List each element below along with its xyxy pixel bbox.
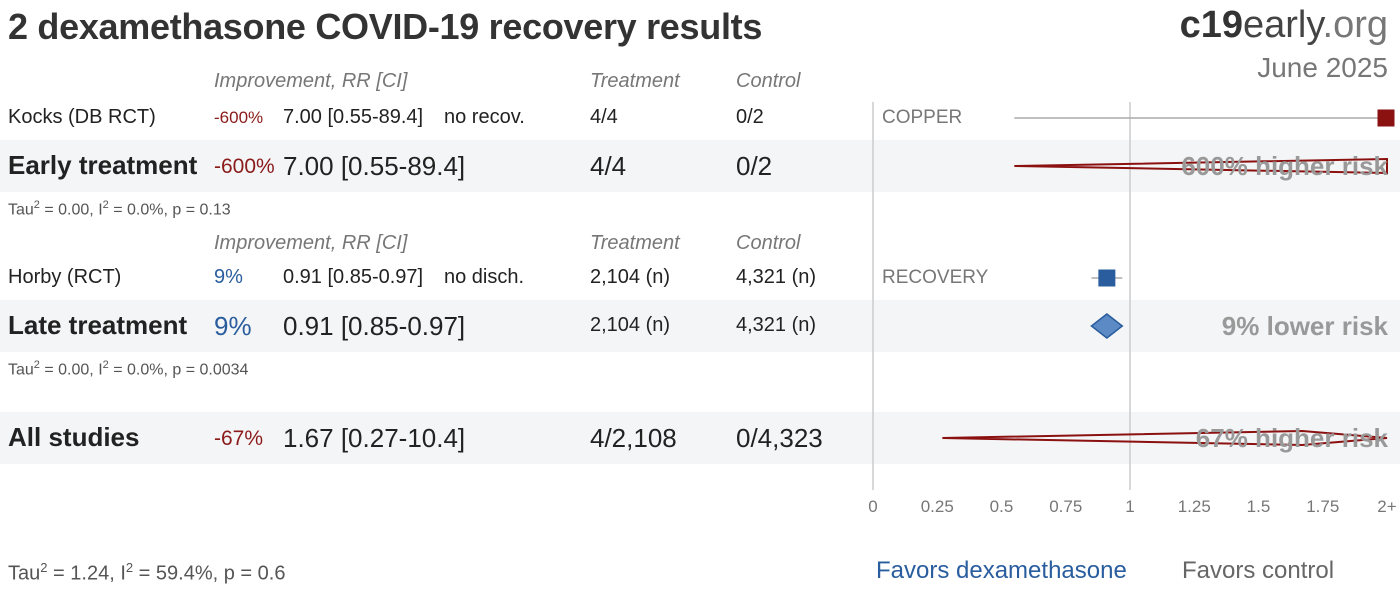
x-tick-label: 0.75 (1049, 497, 1082, 516)
study-rr-horby: 0.91 [0.85-0.97] (283, 266, 424, 288)
header-improvement-late: Improvement, RR [CI] (214, 232, 408, 254)
study-improvement-horby: 9% (214, 266, 243, 288)
late-summary-treatment: 2,104 (n) (590, 314, 671, 336)
early-stats: Tau2 = 0.00, I2 = 0.0%, p = 0.13 (8, 199, 231, 219)
summary-diamond (942, 429, 1388, 447)
x-tick-label: 0.25 (921, 497, 954, 516)
early-summary-improvement: -600% (214, 155, 275, 178)
summary-diamond (1090, 313, 1124, 339)
early-summary-control: 0/2 (736, 151, 773, 181)
all-summary-treatment: 4/2,108 (590, 423, 677, 453)
trial-label-copper: COPPER (882, 107, 963, 128)
all-summary-rr: 1.67 [0.27-10.4] (283, 423, 466, 453)
late-summary-improvement: 9% (214, 311, 252, 341)
late-summary-control: 4,321 (n) (736, 314, 817, 336)
early-risk-label: 600% higher risk (1181, 151, 1388, 181)
study-point (1377, 109, 1395, 127)
early-summary-label: Early treatment (8, 150, 198, 180)
x-tick-label: 2+ (1377, 497, 1396, 516)
summary-diamond (1014, 157, 1388, 175)
early-summary-band (0, 140, 1400, 192)
study-treatment-horby: 2,104 (n) (590, 266, 671, 288)
study-rr-kocks: 7.00 [0.55-89.4] (283, 106, 424, 128)
all-risk-label: 67% higher risk (1195, 423, 1388, 453)
study-treatment-kocks: 4/4 (590, 106, 618, 128)
study-point (1098, 269, 1116, 287)
all-summary-label: All studies (8, 422, 140, 452)
header-improvement: Improvement, RR [CI] (214, 70, 408, 92)
study-outcome-kocks: no recov. (444, 106, 525, 128)
x-tick-label: 0.5 (990, 497, 1014, 516)
study-name-kocks: Kocks (DB RCT) (8, 106, 156, 128)
late-risk-label: 9% lower risk (1221, 311, 1388, 341)
late-summary-band (0, 300, 1400, 352)
x-tick-label: 0 (868, 497, 877, 516)
favors-left-label: Favors dexamethasone (876, 557, 1127, 584)
study-control-horby: 4,321 (n) (736, 266, 817, 288)
x-tick-label: 1.5 (1247, 497, 1271, 516)
study-outcome-horby: no disch. (444, 266, 525, 288)
date-label: June 2025 (1257, 52, 1388, 83)
overall-stats: Tau2 = 1.24, I2 = 59.4%, p = 0.6 (8, 560, 286, 585)
late-summary-label: Late treatment (8, 310, 188, 340)
x-tick-label: 1.25 (1178, 497, 1211, 516)
favors-right-label: Favors control (1182, 557, 1335, 584)
x-tick-label: 1 (1125, 497, 1134, 516)
early-summary-rr: 7.00 [0.55-89.4] (283, 151, 466, 181)
x-tick-label: 1.75 (1306, 497, 1339, 516)
header-treatment: Treatment (590, 70, 680, 92)
header-control: Control (736, 70, 801, 92)
header-control-late: Control (736, 232, 801, 254)
study-improvement-kocks: -600% (214, 108, 264, 127)
page-title: 2 dexamethasone COVID-19 recovery result… (8, 6, 763, 47)
study-control-kocks: 0/2 (736, 106, 764, 128)
study-name-horby: Horby (RCT) (8, 266, 122, 288)
late-summary-rr: 0.91 [0.85-0.97] (283, 311, 466, 341)
all-summary-improvement: -67% (214, 427, 264, 450)
early-summary-treatment: 4/4 (590, 151, 627, 181)
brand-logo: c19early.org (1179, 4, 1388, 46)
header-treatment-late: Treatment (590, 232, 680, 254)
all-summary-band (0, 412, 1400, 464)
all-summary-control: 0/4,323 (736, 423, 823, 453)
trial-label-recovery: RECOVERY (882, 267, 989, 288)
late-stats: Tau2 = 0.00, I2 = 0.0%, p = 0.0034 (8, 359, 249, 379)
